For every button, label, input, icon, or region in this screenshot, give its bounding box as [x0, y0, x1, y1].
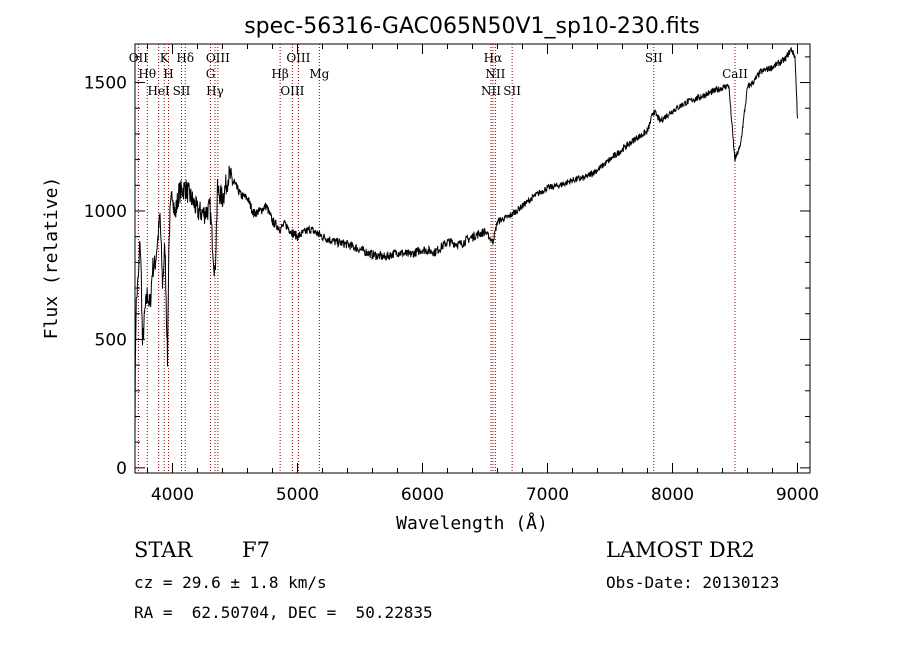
- x-axis: 4000 5000 6000 7000 8000 9000: [147, 44, 819, 505]
- plot-area: OIIHθHeIKHSIIHδGHγOIIIHβOIIIOIIIMgNIIHαN…: [84, 43, 819, 505]
- x-axis-label: Wavelength (Å): [396, 512, 548, 534]
- line-label-hδ: Hδ: [176, 51, 194, 65]
- line-label-hγ: Hγ: [206, 84, 224, 98]
- object-class: STAR: [134, 538, 193, 562]
- y-tick-label-1000: 1000: [84, 202, 127, 222]
- y-axis: 0 500 1000 1500: [84, 56, 810, 479]
- line-label-oiii: OIII: [206, 51, 230, 65]
- redshift-readout: cz = 29.6 ± 1.8 km/s: [134, 573, 327, 592]
- line-label-oii: OII: [129, 51, 149, 65]
- y-tick-label-1500: 1500: [84, 74, 127, 94]
- line-label-oiii: OIII: [280, 84, 304, 98]
- object-subclass: F7: [242, 538, 270, 562]
- line-label-nii: NII: [485, 67, 505, 81]
- line-label-g: G: [206, 67, 216, 81]
- sky-coordinates: RA = 62.50704, DEC = 50.22835: [134, 603, 433, 622]
- line-label-hθ: Hθ: [138, 67, 156, 81]
- plot-frame: [134, 43, 811, 474]
- line-label-nii: NII: [481, 84, 501, 98]
- spectrum-chart: spec-56316-GAC065N50V1_sp10-230.fits OII…: [41, 14, 819, 534]
- survey-name: LAMOST DR2: [606, 538, 755, 562]
- line-label-sii: SII: [173, 84, 191, 98]
- observation-date: Obs-Date: 20130123: [606, 573, 780, 592]
- spectrum-line: [134, 47, 798, 434]
- line-label-sii: SII: [503, 84, 521, 98]
- x-tick-label-9000: 9000: [776, 485, 819, 505]
- y-axis-label: Flux (relative): [41, 177, 62, 340]
- x-tick-label-5000: 5000: [276, 485, 319, 505]
- x-tick-label-6000: 6000: [401, 485, 444, 505]
- line-label-hei: HeI: [147, 84, 170, 98]
- chart-title: spec-56316-GAC065N50V1_sp10-230.fits: [244, 14, 700, 39]
- line-label-oiii: OIII: [286, 51, 310, 65]
- line-label-caii: CaII: [722, 67, 748, 81]
- spectral-line-markers: [137, 44, 736, 473]
- x-tick-label-4000: 4000: [151, 485, 194, 505]
- line-label-k: K: [160, 51, 170, 65]
- line-label-mg: Mg: [309, 67, 329, 81]
- x-tick-label-8000: 8000: [651, 485, 694, 505]
- line-label-hα: Hα: [484, 51, 503, 65]
- line-label-hβ: Hβ: [271, 67, 288, 81]
- line-label-sii: SII: [645, 51, 663, 65]
- y-tick-label-0: 0: [116, 459, 127, 479]
- spectral-line-labels: OIIHθHeIKHSIIHδGHγOIIIHβOIIIOIIIMgNIIHαN…: [129, 51, 748, 98]
- line-label-h: H: [163, 67, 173, 81]
- y-tick-label-500: 500: [95, 330, 127, 350]
- x-tick-label-7000: 7000: [526, 485, 569, 505]
